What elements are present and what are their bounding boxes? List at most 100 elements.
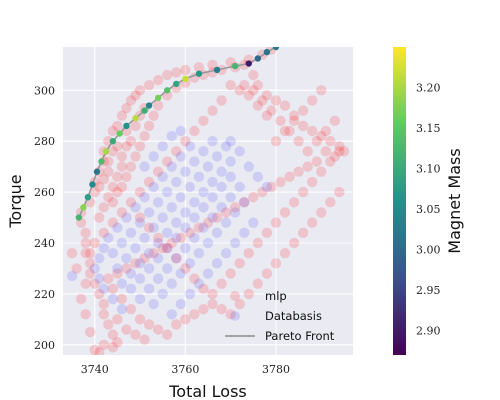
- databasis-point: [180, 166, 191, 177]
- databasis-point: [175, 191, 187, 203]
- mlp-point: [89, 344, 100, 355]
- databasis-point: [171, 232, 182, 244]
- mlp-point: [121, 263, 132, 274]
- mlp-point: [89, 237, 100, 249]
- mlp-point: [329, 151, 341, 162]
- mlp-point: [152, 100, 164, 111]
- databasis-point: [229, 207, 241, 218]
- databasis-point: [189, 156, 200, 167]
- databasis-point: [207, 176, 218, 188]
- mlp-point: [220, 207, 232, 218]
- mlp-point: [107, 125, 119, 137]
- databasis-point: [148, 151, 159, 162]
- databasis-point: [157, 171, 168, 183]
- mlp-point: [239, 79, 250, 91]
- mlp-point: [84, 247, 96, 259]
- databasis-point: [198, 202, 209, 213]
- mlp-point: [243, 247, 254, 259]
- mlp-point: [252, 100, 264, 111]
- mlp-point: [257, 186, 268, 198]
- databasis-point: [184, 141, 196, 152]
- mlp-point: [334, 186, 345, 198]
- databasis-point: [184, 288, 196, 300]
- mlp-point: [171, 146, 182, 157]
- databasis-point: [143, 263, 155, 274]
- databasis-point: [152, 197, 164, 208]
- mlp-point: [80, 309, 91, 320]
- databasis-point: [234, 146, 245, 157]
- databasis-point: [139, 191, 150, 203]
- databasis-point: [157, 288, 168, 300]
- databasis-point: [239, 197, 250, 208]
- mlp-point: [121, 171, 132, 183]
- legend-mlp-label: mlp: [265, 289, 287, 303]
- databasis-point: [143, 207, 155, 218]
- databasis-point: [134, 293, 146, 305]
- databasis-point: [125, 227, 137, 239]
- plot-background: [63, 47, 353, 355]
- databasis-point: [202, 268, 214, 279]
- mlp-point: [103, 156, 114, 167]
- databasis-point: [148, 298, 159, 310]
- databasis-point: [171, 253, 182, 264]
- mlp-point: [98, 339, 109, 351]
- databasis-point: [103, 232, 114, 244]
- mlp-point: [316, 130, 327, 142]
- mlp-point: [275, 176, 286, 188]
- databasis-point: [189, 212, 200, 223]
- pareto-point: [102, 148, 110, 155]
- mlp-point: [225, 268, 236, 279]
- y-tick-label: 260: [34, 186, 55, 199]
- pareto-point: [84, 193, 92, 201]
- mlp-point: [143, 176, 155, 188]
- mlp-point: [279, 247, 291, 259]
- mlp-point: [189, 309, 200, 320]
- pareto-point: [182, 75, 189, 83]
- mlp-point: [279, 207, 291, 218]
- mlp-point: [171, 67, 182, 78]
- pareto-point: [132, 115, 139, 122]
- y-tick-label: 200: [34, 339, 55, 352]
- mlp-point: [116, 151, 128, 162]
- pareto-point: [173, 80, 180, 88]
- mlp-point: [94, 212, 105, 223]
- databasis-point: [162, 227, 173, 239]
- mlp-point: [98, 174, 109, 185]
- mlp-point: [189, 125, 200, 137]
- mlp-point: [198, 303, 209, 315]
- databasis-point: [193, 278, 205, 289]
- mlp-point: [107, 283, 119, 295]
- mlp-point: [275, 115, 286, 127]
- legend-databasis-marker: [230, 311, 240, 321]
- colorbar-tick-label: 2.90: [416, 325, 441, 338]
- databasis-point: [211, 151, 223, 162]
- databasis-point: [211, 258, 223, 269]
- colorbar: [393, 47, 406, 355]
- mlp-point: [279, 125, 291, 137]
- mlp-point: [266, 105, 277, 116]
- databasis-point: [162, 263, 173, 274]
- databasis-point: [152, 253, 164, 264]
- databasis-point: [175, 298, 187, 310]
- mlp-point: [180, 135, 191, 147]
- mlp-point: [139, 253, 150, 264]
- mlp-point: [325, 197, 336, 208]
- colorbar-tick-labels: 2.90 2.95 3.00 3.05 3.10 3.15 3.20: [416, 82, 441, 338]
- mlp-point: [316, 166, 327, 177]
- mlp-point: [116, 207, 128, 218]
- mlp-point: [98, 298, 109, 310]
- databasis-point: [171, 217, 182, 228]
- databasis-point: [207, 212, 218, 223]
- mlp-point: [225, 79, 236, 91]
- mlp-point: [239, 197, 250, 208]
- databasis-point: [171, 176, 182, 188]
- legend-databasis-label: Databasis: [265, 309, 322, 323]
- databasis-point: [216, 202, 227, 213]
- databasis-point: [162, 186, 173, 198]
- mlp-point: [311, 135, 322, 147]
- databasis-point: [166, 130, 177, 142]
- mlp-point: [338, 146, 350, 157]
- mlp-point: [171, 253, 182, 264]
- databasis-point: [166, 161, 177, 172]
- mlp-point: [307, 95, 318, 106]
